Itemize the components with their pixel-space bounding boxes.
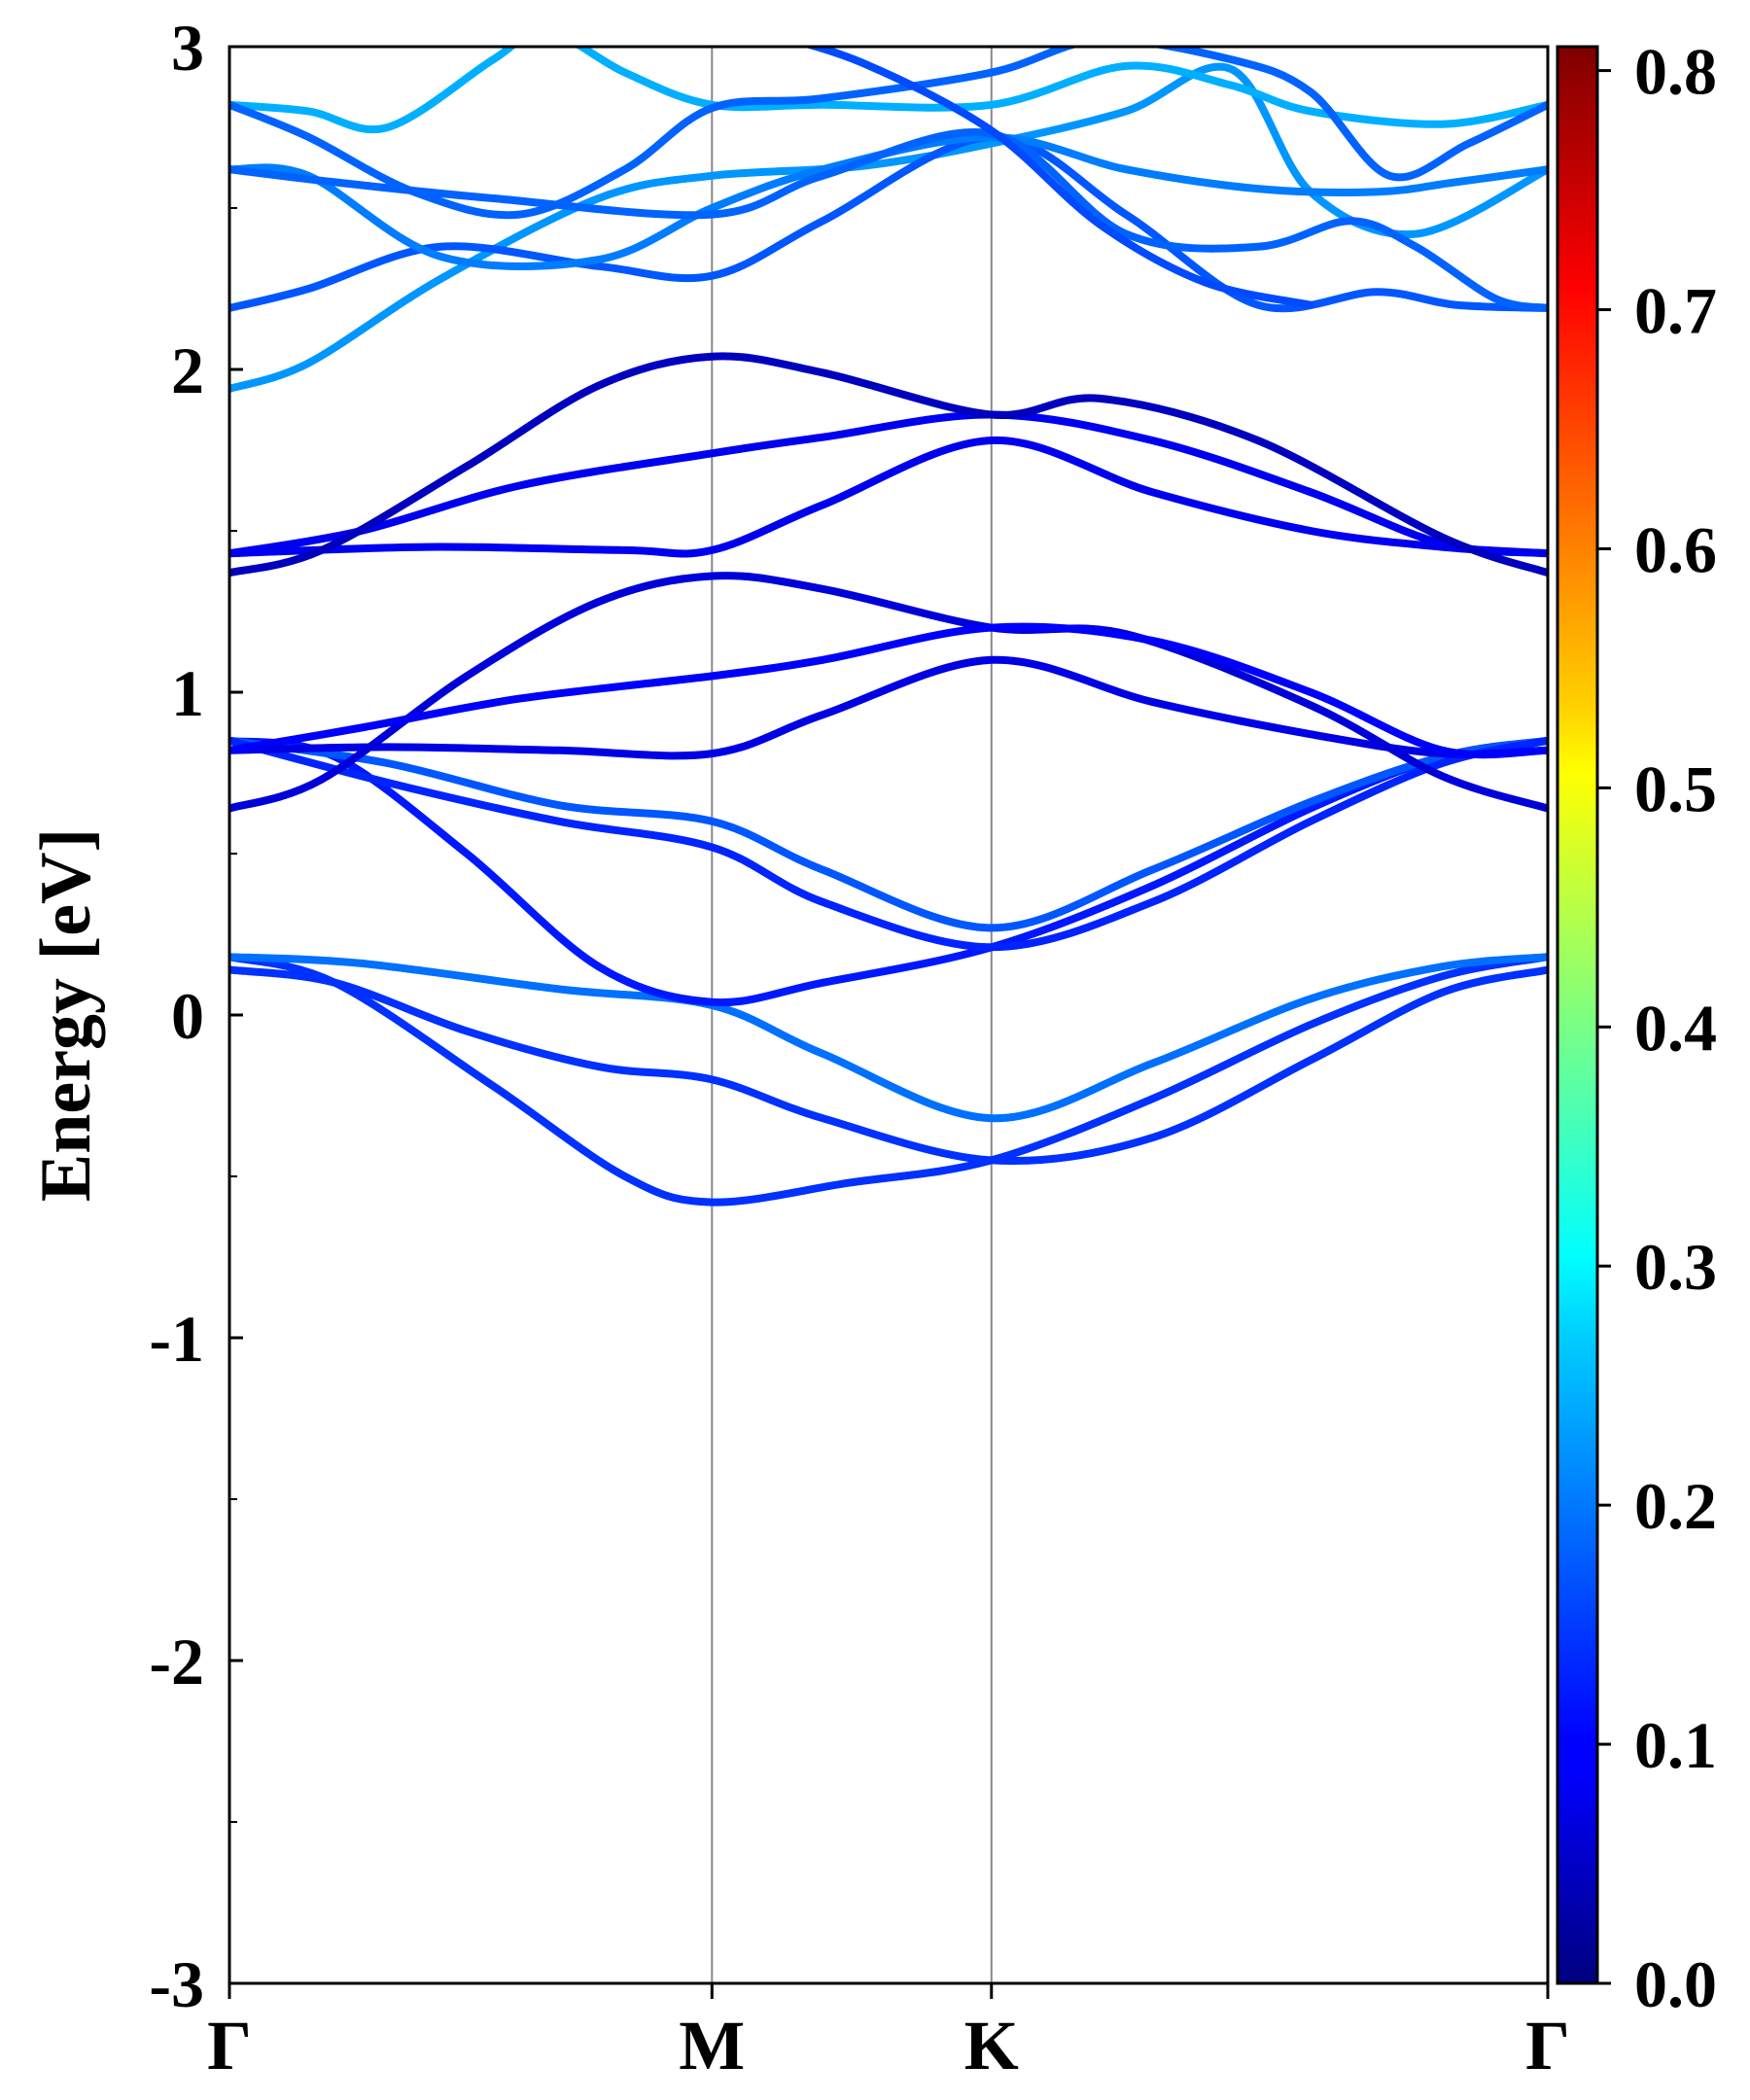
- colorbar-tick-label: 0.0: [1634, 1947, 1717, 2021]
- band-line: [229, 953, 1548, 1123]
- band-line: [229, 736, 1548, 1007]
- y-tick-label: 2: [171, 333, 204, 407]
- y-axis-label: Energy [eV]: [26, 828, 106, 1202]
- band-line: [802, 47, 1314, 309]
- x-tick-label: K: [964, 2007, 1019, 2084]
- y-tick-label: 1: [171, 656, 204, 730]
- band-line: [229, 436, 1548, 558]
- band-line: [229, 410, 1548, 558]
- band-line: [229, 572, 1548, 813]
- x-tick-label: M: [679, 2007, 745, 2084]
- colorbar-tick-label: 0.1: [1634, 1708, 1717, 1782]
- band-line: [229, 736, 1548, 952]
- colorbar-tick-label: 0.7: [1634, 274, 1717, 348]
- y-tick-label: -3: [149, 1947, 204, 2021]
- colorbar: [1556, 45, 1599, 1985]
- band-line: [229, 47, 1548, 134]
- colorbar-tick-label: 0.4: [1634, 991, 1717, 1065]
- band-line: [229, 953, 1548, 1207]
- bands-group: [229, 47, 1548, 1207]
- x-tick-label: Γ: [207, 2007, 252, 2084]
- colorbar-tick-label: 0.3: [1634, 1230, 1717, 1304]
- colorbar-tick-label: 0.2: [1634, 1469, 1717, 1543]
- y-tick-label: -2: [149, 1625, 204, 1698]
- colorbar-tick-label: 0.5: [1634, 752, 1717, 825]
- y-tick-label: 3: [171, 11, 204, 85]
- y-tick-label: 0: [171, 979, 204, 1053]
- band-line: [229, 47, 1548, 220]
- band-line: [229, 965, 1548, 1166]
- band-line: [229, 736, 1548, 932]
- x-tick-label: Γ: [1525, 2007, 1570, 2084]
- kpoint-lines: [711, 47, 993, 1983]
- colorbar-tick-label: 0.6: [1634, 512, 1717, 586]
- y-ticks: -3 -2 -1 0 1 2 3: [149, 11, 243, 2021]
- band-line: [229, 132, 1548, 313]
- band-line: [229, 352, 1548, 578]
- colorbar-tick-label: 0.8: [1634, 35, 1717, 109]
- band-line: [229, 128, 1548, 312]
- y-tick-label: -1: [149, 1302, 204, 1376]
- band-line: [229, 622, 1548, 759]
- colorbar-ticks: 0.0 0.1 0.2 0.3 0.4 0.5 0.6 0.7 0.8: [1597, 35, 1717, 2021]
- band-line: [229, 655, 1548, 760]
